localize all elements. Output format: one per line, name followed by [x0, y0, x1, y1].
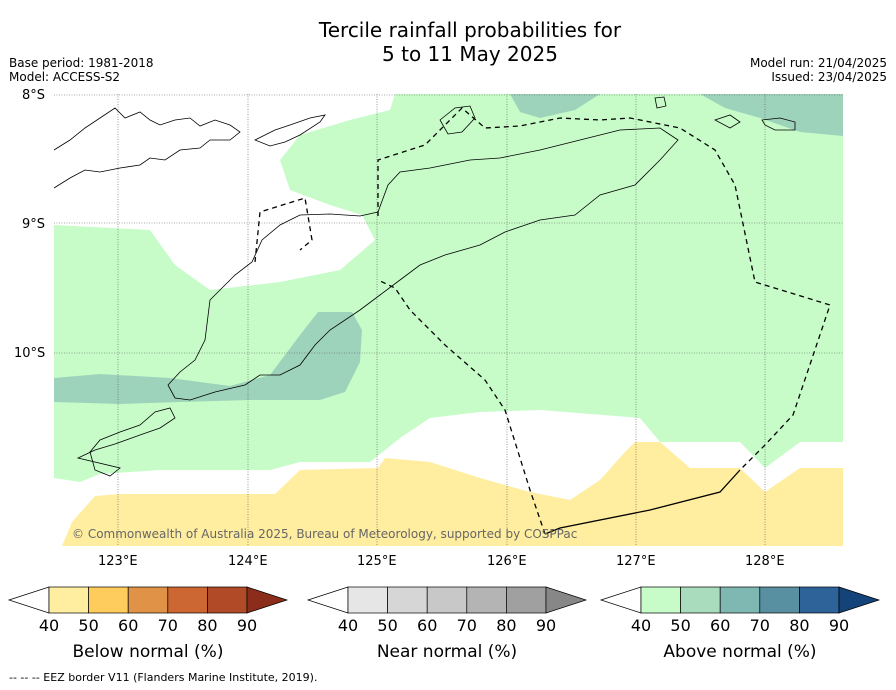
near-normal-colorbar-tick: 40 [338, 616, 358, 635]
lon-label-126e: 126°E [487, 554, 527, 569]
wetar-coast [439, 105, 476, 135]
near-normal-colorbar-tick: 60 [417, 616, 437, 635]
map-title: Tercile rainfall probabilities for 5 to … [0, 18, 896, 66]
near-normal-colorbar-tick: 70 [457, 616, 477, 635]
below-normal-colorbar-bin [48, 586, 89, 614]
below-normal-colorbar-tick: 70 [158, 616, 178, 635]
coastlines [53, 96, 796, 477]
below-normal-colorbar-min-extension [7, 586, 50, 614]
lon-label-124e: 124°E [228, 554, 268, 569]
below-normal-colorbar-tick: 50 [78, 616, 98, 635]
sumba-coast [76, 407, 176, 477]
above-normal-colorbar-tick: 40 [631, 616, 651, 635]
below-normal-colorbar-bin [207, 586, 248, 614]
below-normal-colorbar-bin [88, 586, 129, 614]
alor-coast [254, 114, 326, 147]
near-normal-colorbar-max-extension [545, 586, 588, 614]
below-normal-colorbar-label: Below normal (%) [73, 642, 224, 662]
near-normal-colorbar-bin [347, 586, 388, 614]
near-normal-colorbar-tick: 50 [377, 616, 397, 635]
below-normal-colorbar-tick: 90 [237, 616, 257, 635]
above-normal-colorbar-label: Above normal (%) [663, 642, 816, 662]
meta-right: Model run: 21/04/2025 Issued: 23/04/2025 [750, 56, 887, 84]
probability-fields [54, 94, 843, 546]
above-normal-colorbar-tick: 60 [710, 616, 730, 635]
above-normal-colorbar-max-extension [838, 586, 881, 614]
title-line-2: 5 to 11 May 2025 [382, 42, 558, 66]
above-normal-colorbar-tick: 90 [829, 616, 849, 635]
above-normal-colorbar-tick: 50 [670, 616, 690, 635]
near-normal-colorbar-min-extension [306, 586, 349, 614]
meta-left: Base period: 1981-2018 Model: ACCESS-S2 [9, 56, 154, 84]
above-normal-colorbar-tick: 80 [789, 616, 809, 635]
below-normal-colorbar-bin [167, 586, 208, 614]
model-name: Model: ACCESS-S2 [9, 70, 121, 84]
near-normal-colorbar-bin [466, 586, 507, 614]
lat-label-9s: 9°S [22, 217, 45, 232]
near-normal-colorbar-bin [506, 586, 547, 614]
above-normal-50-60-area-ne [510, 94, 600, 118]
eez-border [254, 107, 831, 535]
below-normal-colorbar-bin [127, 586, 169, 614]
below-normal-colorbar-tick: 80 [197, 616, 217, 635]
above-normal-colorbar-min-extension [599, 586, 642, 614]
issued-date: Issued: 23/04/2025 [771, 70, 887, 84]
copyright-text: © Commonwealth of Australia 2025, Bureau… [72, 527, 577, 541]
below-normal-colorbar-max-extension [246, 586, 289, 614]
above-normal-colorbar-bin [799, 586, 840, 614]
lon-label-125e: 125°E [357, 554, 397, 569]
below-normal-colorbar-tick: 40 [39, 616, 59, 635]
near-normal-colorbar-tick: 80 [496, 616, 516, 635]
above-normal-colorbar-bin [759, 586, 800, 614]
near-normal-colorbar-bin [387, 586, 428, 614]
above-normal-50-60-area [54, 312, 362, 404]
graticule [54, 94, 843, 546]
above-normal-50-60-area-ne2 [700, 94, 843, 136]
lat-label-8s: 8°S [22, 88, 45, 103]
below-normal-40-50-area [62, 442, 843, 546]
above-normal-colorbar-bin [640, 586, 681, 614]
model-run: Model run: 21/04/2025 [749, 56, 887, 70]
above-normal-40-50-area [54, 94, 843, 482]
colorbars: 40 50 60 70 80 90 Below normal (%) 40 50 60 70 80 90… [7, 586, 881, 662]
lon-label-128e: 128°E [745, 554, 785, 569]
above-normal-colorbar-bin [719, 586, 761, 614]
title-line-1: Tercile rainfall probabilities for [318, 18, 622, 42]
above-normal-colorbar-tick: 70 [750, 616, 770, 635]
below-normal-colorbar-tick: 60 [118, 616, 138, 635]
above-normal-colorbar-bin [680, 586, 721, 614]
near-normal-colorbar-label: Near normal (%) [377, 642, 517, 662]
lat-label-10s: 10°S [14, 346, 45, 361]
north-islands [654, 96, 796, 131]
lon-label-127e: 127°E [616, 554, 656, 569]
lon-label-123e: 123°E [98, 554, 138, 569]
eez-legend-footer: -- -- -- EEZ border V11 (Flanders Marine… [9, 671, 318, 684]
timor-coast [167, 127, 679, 401]
near-normal-colorbar-bin [426, 586, 468, 614]
near-normal-colorbar-tick: 90 [536, 616, 556, 635]
flores-coast [53, 107, 241, 189]
base-period: Base period: 1981-2018 [9, 56, 154, 70]
